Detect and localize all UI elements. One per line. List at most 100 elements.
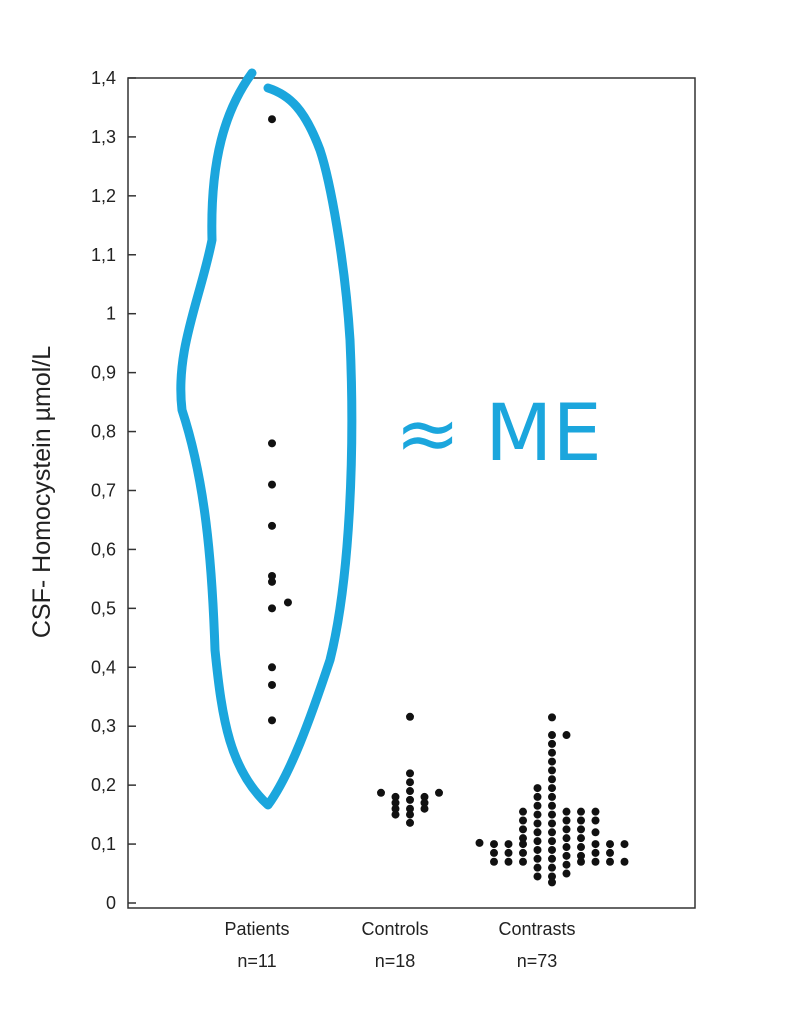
data-point-controls bbox=[391, 792, 400, 801]
data-point-contrasts bbox=[519, 807, 527, 816]
data-point-patients bbox=[268, 439, 276, 448]
y-tick-label: 0,3 bbox=[91, 716, 116, 736]
y-tick-label: 0,1 bbox=[91, 834, 116, 854]
data-point-contrasts bbox=[548, 854, 556, 863]
data-point-patients bbox=[268, 571, 276, 580]
data-point-contrasts bbox=[562, 731, 571, 740]
data-point-contrasts bbox=[620, 857, 629, 866]
data-point-contrasts bbox=[577, 843, 585, 852]
data-point-contrasts bbox=[562, 851, 571, 860]
y-tick-label: 0,6 bbox=[91, 539, 116, 559]
data-point-contrasts bbox=[591, 840, 600, 849]
data-point-contrasts bbox=[533, 854, 542, 863]
data-point-contrasts bbox=[577, 834, 585, 843]
annotation-text: ≈ ME bbox=[395, 389, 602, 479]
data-point-controls bbox=[406, 810, 414, 819]
data-point-contrasts bbox=[533, 828, 542, 837]
data-point-contrasts bbox=[548, 792, 556, 801]
data-point-contrasts bbox=[548, 748, 556, 757]
data-point-contrasts bbox=[519, 834, 527, 843]
y-tick-label: 0,4 bbox=[91, 657, 116, 677]
data-point-contrasts bbox=[519, 857, 527, 866]
data-point-controls bbox=[406, 804, 414, 813]
y-tick-label: 0 bbox=[106, 893, 116, 913]
data-point-patients bbox=[268, 716, 276, 725]
data-point-contrasts bbox=[519, 816, 527, 825]
data-point-controls bbox=[420, 804, 429, 813]
data-point-contrasts bbox=[562, 834, 571, 843]
data-point-contrasts bbox=[562, 807, 571, 816]
data-point-contrasts bbox=[577, 816, 585, 825]
data-point-contrasts bbox=[591, 848, 600, 857]
data-point-contrasts bbox=[591, 828, 600, 837]
y-tick-label: 0,7 bbox=[91, 480, 116, 500]
data-point-contrasts bbox=[533, 863, 542, 872]
data-point-contrasts bbox=[620, 840, 629, 849]
y-tick-label: 0,5 bbox=[91, 598, 116, 618]
data-point-controls bbox=[406, 712, 414, 721]
data-point-patients bbox=[268, 577, 276, 586]
category-n-label: n=11 bbox=[237, 951, 276, 971]
data-point-contrasts bbox=[548, 872, 556, 881]
data-point-contrasts bbox=[577, 857, 585, 866]
data-point-contrasts bbox=[548, 837, 556, 846]
data-point-contrasts bbox=[475, 838, 484, 847]
data-point-controls bbox=[420, 792, 429, 801]
data-point-contrasts bbox=[533, 810, 542, 819]
data-point-contrasts bbox=[548, 819, 556, 828]
data-point-contrasts bbox=[548, 801, 556, 810]
data-point-controls bbox=[406, 787, 414, 796]
data-point-controls bbox=[420, 798, 429, 807]
y-axis-label: CSF- Homocystein µmol/L bbox=[28, 346, 56, 638]
data-point-contrasts bbox=[490, 840, 498, 849]
data-point-controls bbox=[406, 769, 414, 778]
data-point-contrasts bbox=[562, 869, 571, 878]
annotation-loop bbox=[176, 68, 357, 810]
data-point-contrasts bbox=[533, 845, 542, 854]
data-point-contrasts bbox=[562, 843, 571, 852]
data-point-controls bbox=[377, 788, 385, 797]
data-point-contrasts bbox=[548, 766, 556, 775]
data-point-contrasts bbox=[548, 731, 556, 740]
data-point-patients bbox=[268, 480, 276, 489]
data-point-contrasts bbox=[548, 878, 556, 887]
data-point-contrasts bbox=[533, 872, 542, 881]
data-point-contrasts bbox=[533, 784, 542, 793]
data-point-contrasts bbox=[519, 840, 527, 849]
data-point-contrasts bbox=[533, 792, 542, 801]
data-point-contrasts bbox=[548, 757, 556, 766]
data-point-controls bbox=[435, 788, 443, 797]
data-point-contrasts bbox=[504, 857, 513, 866]
data-point-patients bbox=[283, 598, 292, 607]
y-tick-label: 1,4 bbox=[91, 68, 116, 88]
data-point-contrasts bbox=[591, 857, 600, 866]
data-point-contrasts bbox=[562, 860, 571, 869]
data-point-contrasts bbox=[548, 739, 556, 748]
data-point-contrasts bbox=[577, 807, 585, 816]
data-point-contrasts bbox=[519, 825, 527, 834]
data-point-contrasts bbox=[548, 713, 556, 722]
data-point-contrasts bbox=[548, 863, 556, 872]
data-point-contrasts bbox=[562, 816, 571, 825]
data-point-controls bbox=[391, 804, 400, 813]
y-tick-label: 0,8 bbox=[91, 422, 116, 442]
data-point-contrasts bbox=[548, 810, 556, 819]
category-n-label: n=73 bbox=[517, 951, 558, 971]
data-point-contrasts bbox=[490, 848, 498, 857]
category-n-label: n=18 bbox=[375, 951, 416, 971]
data-point-contrasts bbox=[533, 819, 542, 828]
data-point-contrasts bbox=[577, 825, 585, 834]
data-point-contrasts bbox=[591, 816, 600, 825]
category-label: Controls bbox=[361, 919, 428, 939]
data-point-contrasts bbox=[533, 801, 542, 810]
data-point-contrasts bbox=[562, 825, 571, 834]
data-point-patients bbox=[268, 115, 276, 124]
data-point-contrasts bbox=[533, 837, 542, 846]
y-tick-label: 1 bbox=[106, 304, 116, 324]
data-point-controls bbox=[406, 778, 414, 787]
data-point-patients bbox=[268, 604, 276, 613]
plot-frame bbox=[127, 77, 696, 909]
data-point-contrasts bbox=[548, 784, 556, 793]
data-point-controls bbox=[391, 810, 400, 819]
